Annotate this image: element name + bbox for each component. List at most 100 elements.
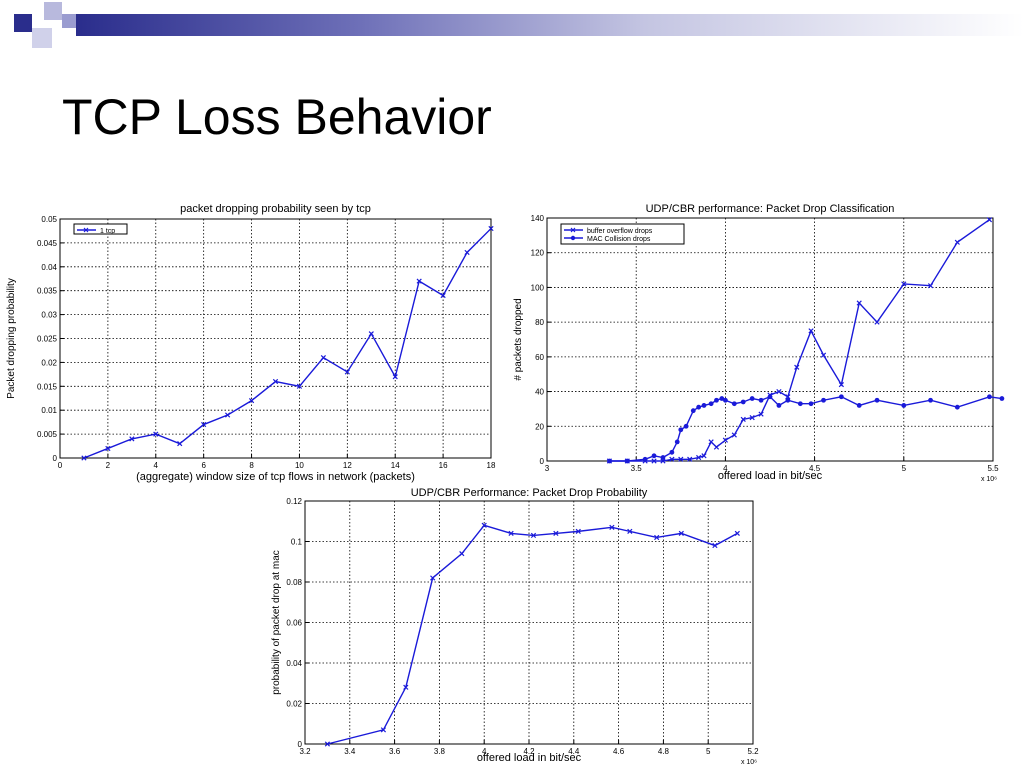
data-point <box>719 396 725 401</box>
data-point <box>481 522 487 528</box>
data-point <box>508 530 514 537</box>
data-point <box>627 528 633 534</box>
data-point <box>776 403 782 408</box>
data-point <box>808 328 814 334</box>
data-point <box>440 292 446 299</box>
legend-box <box>73 223 128 235</box>
y-axis-label: # packets dropped <box>513 298 524 380</box>
x-tick-label: 5 <box>902 464 907 473</box>
data-point <box>749 396 755 401</box>
data-point <box>669 449 675 455</box>
legend-marker <box>570 227 576 233</box>
data-point <box>654 534 660 541</box>
deco-square-dark <box>14 14 32 32</box>
y-tick-label: 60 <box>535 353 544 362</box>
data-point <box>740 416 746 422</box>
chart-1: 0 2 4 6 8 10 12 14 16 18 0 0.005 0.01 0.015 0.02 0.025 0… <box>6 203 496 483</box>
y-tick-label: 0 <box>298 740 303 749</box>
y-tick-label: 0.04 <box>286 659 302 668</box>
data-point <box>731 401 737 407</box>
data-point <box>553 530 559 537</box>
x-tick-label: 18 <box>487 461 496 470</box>
y-tick-label: 0.12 <box>286 497 302 506</box>
data-point <box>901 281 907 287</box>
data-point <box>368 331 374 337</box>
data-point <box>678 456 684 462</box>
x-tick-label: 3.8 <box>434 747 446 756</box>
x-exponent-label: x 10⁶ <box>741 759 757 766</box>
legend-marker <box>570 235 576 241</box>
x-tick-label: 4.5 <box>809 464 821 473</box>
data-point <box>794 364 800 370</box>
x-tick-label: 5.2 <box>747 747 759 756</box>
data-point <box>296 383 303 389</box>
data-point <box>416 278 422 284</box>
x-tick-label: 16 <box>439 461 448 470</box>
x-tick-label: 4.6 <box>613 747 625 756</box>
series-line-2 <box>609 395 1003 462</box>
chart-title: packet dropping probability seen by tcp <box>180 203 371 215</box>
data-point <box>660 455 666 460</box>
data-point <box>177 441 183 447</box>
y-tick-label: 0.04 <box>41 263 57 272</box>
data-point <box>248 398 255 404</box>
data-point <box>820 352 827 358</box>
y-tick-label: 20 <box>535 422 544 431</box>
y-tick-label: 0.015 <box>37 382 58 391</box>
data-point <box>731 432 737 438</box>
data-point <box>530 532 537 539</box>
x-tick-label: 3.6 <box>389 747 401 756</box>
data-point <box>708 439 714 445</box>
legend-label: 1 tcp <box>100 228 115 235</box>
data-point <box>459 551 465 557</box>
y-tick-label: 0.03 <box>41 311 57 320</box>
data-point <box>701 403 707 408</box>
x-tick-label: 4.4 <box>568 747 580 756</box>
y-tick-label: 0.02 <box>41 358 57 367</box>
data-point <box>669 456 675 462</box>
data-point <box>81 455 87 461</box>
y-tick-label: 0.06 <box>286 619 302 628</box>
data-point <box>954 239 960 245</box>
data-point <box>856 403 862 408</box>
y-tick-label: 0 <box>540 457 545 466</box>
data-point <box>380 727 387 733</box>
x-axis-label: (aggregate) window size of tcp flows in … <box>136 471 415 483</box>
data-point <box>129 436 135 442</box>
chart-2: 3 3.5 4 4.5 5 5.5 0 20 40 60 80 100 120 140 UDP/CBR pe… <box>513 203 1005 483</box>
y-tick-label: 120 <box>531 249 545 258</box>
data-point <box>713 444 720 450</box>
top-gradient-bar <box>76 14 1024 36</box>
data-point <box>320 354 327 361</box>
legend-marker <box>83 227 89 233</box>
chart-title: UDP/CBR Performance: Packet Drop Probabi… <box>411 487 648 499</box>
data-point <box>999 396 1005 401</box>
plot-frame <box>546 217 994 462</box>
data-point <box>901 403 907 408</box>
y-tick-label: 0.02 <box>286 700 302 709</box>
chart-title: UDP/CBR performance: Packet Drop Classif… <box>646 203 895 215</box>
y-tick-label: 0 <box>53 454 58 463</box>
data-point <box>954 404 960 410</box>
data-point <box>874 397 880 403</box>
x-tick-label: 3 <box>545 464 550 473</box>
data-point <box>651 458 657 464</box>
data-point <box>821 397 826 403</box>
data-point <box>928 397 933 403</box>
deco-square-light-3 <box>62 14 76 28</box>
legend-box <box>560 223 685 245</box>
x-tick-label: 3.5 <box>631 464 643 473</box>
data-point <box>607 458 612 464</box>
data-point <box>324 741 331 747</box>
data-point <box>723 397 728 403</box>
legend-label: MAC Collision drops <box>587 236 651 243</box>
data-point <box>856 300 862 306</box>
data-point <box>575 528 581 534</box>
x-tick-label: 3.2 <box>299 747 311 756</box>
data-point <box>105 445 111 452</box>
data-point <box>927 283 934 289</box>
y-tick-label: 0.045 <box>37 239 58 248</box>
data-point <box>987 394 992 400</box>
x-tick-label: 6 <box>201 461 206 470</box>
